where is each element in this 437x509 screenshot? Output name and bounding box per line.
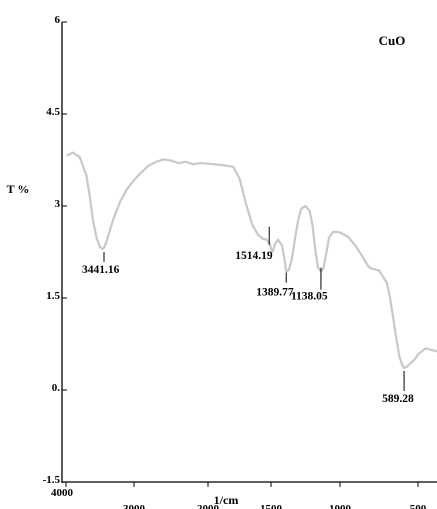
peak-label: 1138.05 [291,291,328,303]
peak-label: 1514.19 [235,250,273,262]
x-tick-label: 1500 [260,503,283,509]
x-tick-label: 4000 [51,487,74,499]
y-tick-label: 6 [55,14,61,26]
peak-label: 1389.77 [256,287,294,299]
spectrum-line [66,151,437,369]
y-tick-label: 1.5 [46,290,60,302]
y-tick-label: -1.5 [43,474,61,486]
x-tick-label: 1000 [329,503,352,509]
y-tick-label: 4.5 [46,106,60,118]
y-tick-label: 3 [55,198,61,210]
x-tick-label: 2000 [197,503,220,509]
chart-title: CuO [379,33,406,48]
y-axis-label: T % [7,182,30,196]
peak-label: 589.28 [382,393,414,405]
x-tick-label: 3000 [123,503,146,509]
y-tick-label: 0. [52,382,61,394]
x-axis-label: 1/cm [214,493,239,507]
x-tick-label: 500 [410,503,427,509]
peak-label: 3441.16 [82,264,120,276]
